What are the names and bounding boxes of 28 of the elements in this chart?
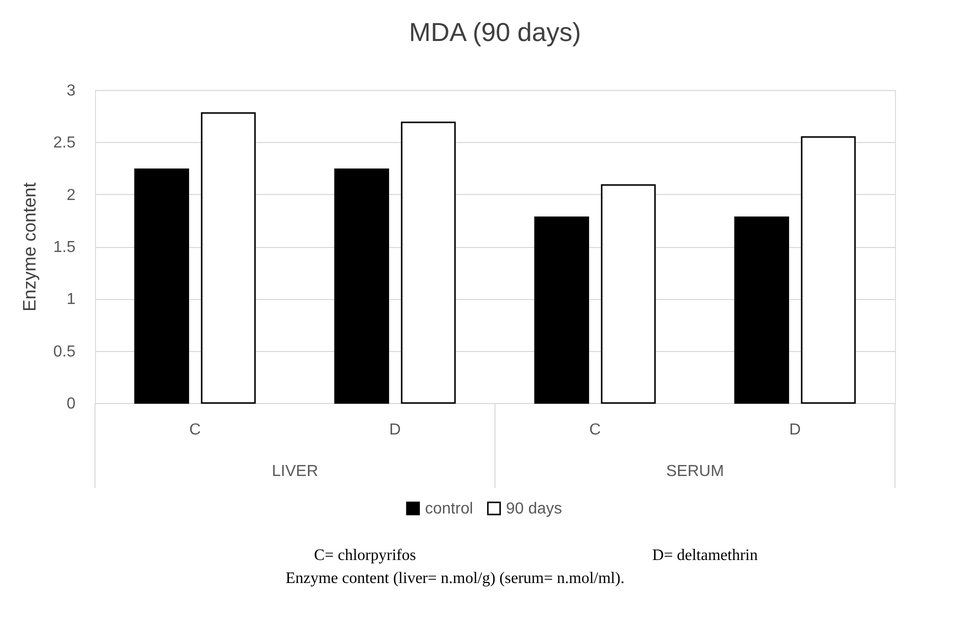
bar [400, 122, 456, 404]
x-tick-label: C [189, 422, 201, 438]
legend-label: control [425, 500, 474, 518]
bar [200, 112, 256, 404]
y-tick-label: 3 [66, 82, 76, 100]
x-tick-label: D [389, 422, 401, 438]
x-tick-label: C [589, 422, 601, 438]
text: LIVER [272, 463, 318, 480]
x-tick-label: D [789, 422, 801, 438]
y-axis-title: Enzyme content [19, 182, 40, 312]
y-tick-label: 2.5 [53, 134, 76, 152]
legend-label: 90 days [506, 500, 562, 518]
bar [734, 216, 790, 404]
bar [134, 168, 190, 404]
text: C= chlorpyrifos [314, 547, 416, 564]
text: Enzyme content (liver= n.mol/g) (serum= n.mol/ml). [286, 570, 624, 587]
chart-title: MDA (90 days) [409, 17, 581, 47]
text: D= deltamethrin [652, 547, 758, 564]
bar [534, 216, 590, 404]
bar [334, 168, 390, 404]
y-tick-label: 2 [66, 186, 76, 204]
y-tick-label: 0.5 [53, 343, 76, 360]
y-tick-label: 1.5 [53, 239, 76, 256]
bar [800, 136, 856, 404]
text: SERUM [666, 463, 724, 480]
y-tick-label: 0 [66, 396, 76, 412]
bar [600, 184, 656, 404]
y-tick-label: 1 [66, 291, 76, 308]
